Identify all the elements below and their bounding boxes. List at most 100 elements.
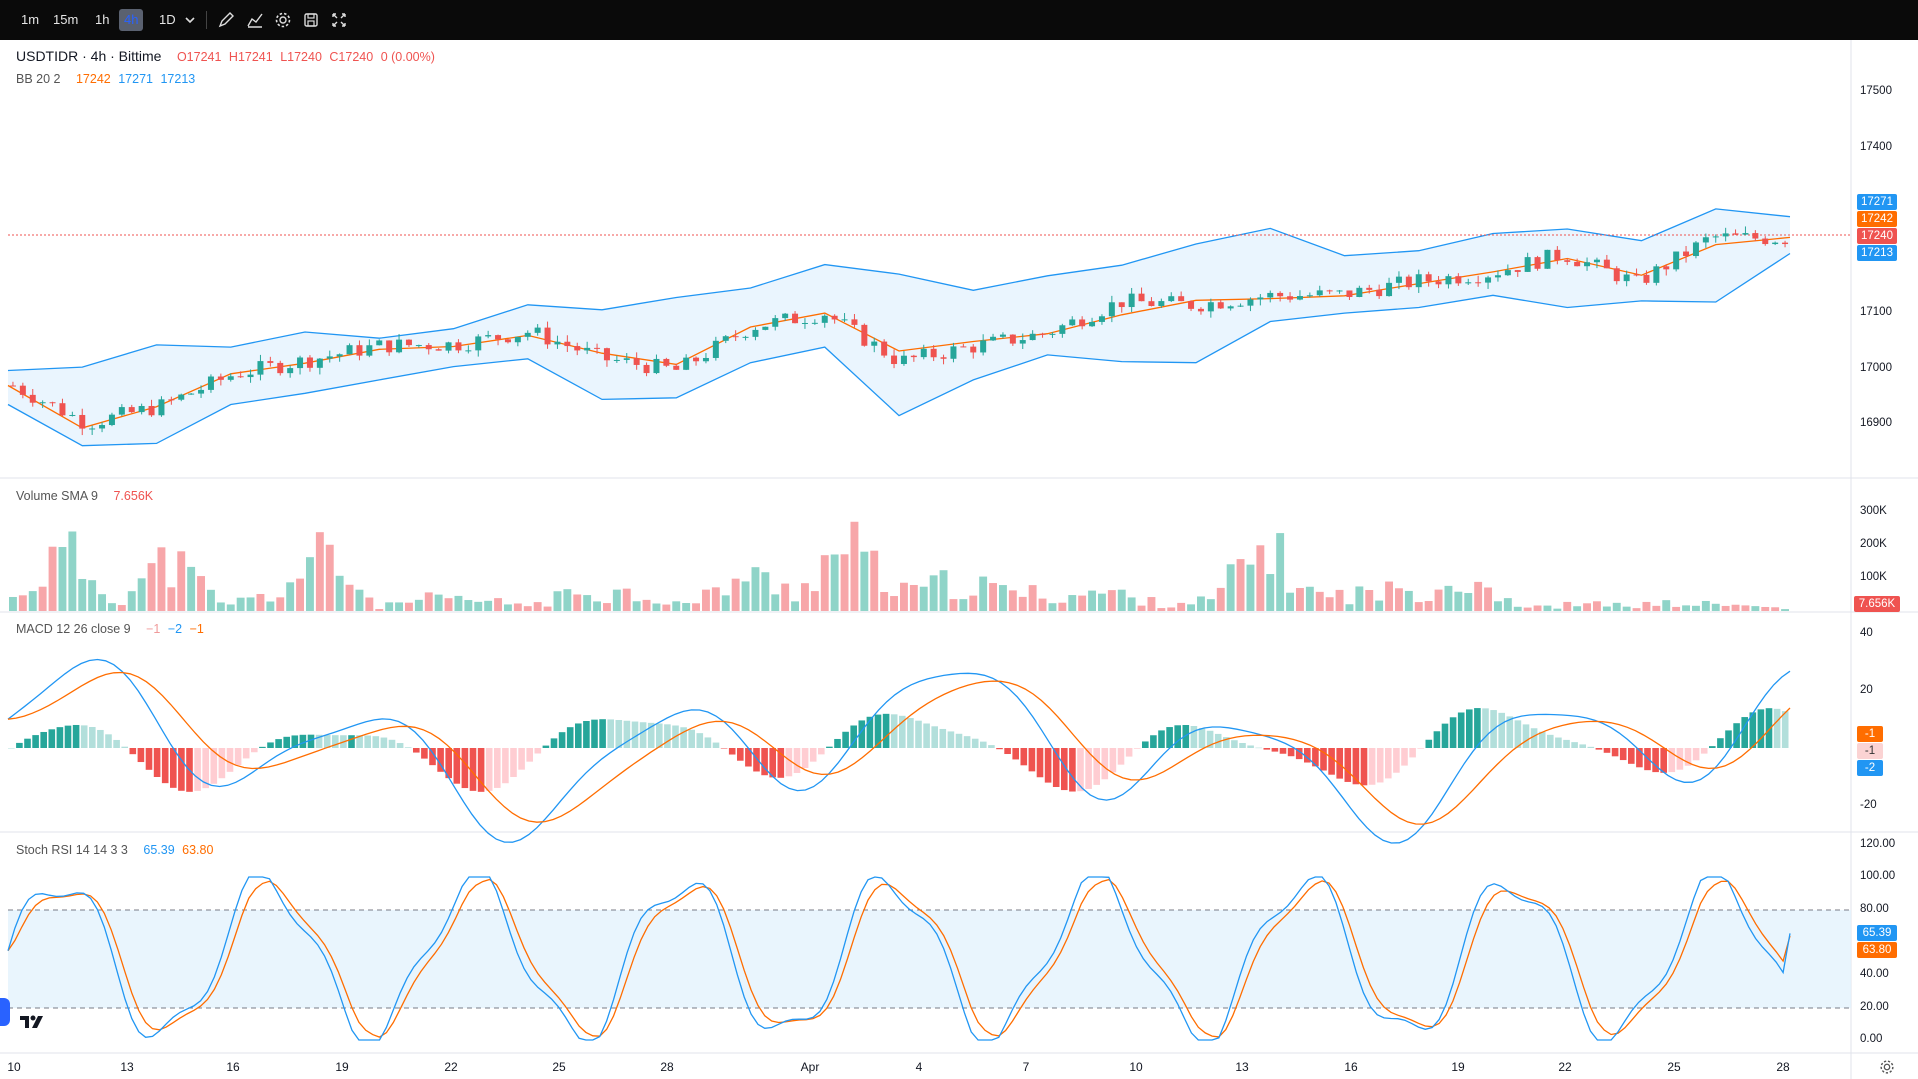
macd-histogram-bar xyxy=(485,748,493,791)
volume-bar xyxy=(157,547,166,611)
timeframe-1h[interactable]: 1h xyxy=(95,12,110,27)
volume-bar xyxy=(1662,600,1671,611)
candle-body xyxy=(950,346,957,359)
indicators-icon[interactable] xyxy=(245,10,265,30)
macd-histogram-bar xyxy=(1142,741,1149,748)
settings-gear-icon[interactable] xyxy=(1878,1058,1896,1076)
macd-histogram-bar xyxy=(1368,748,1376,785)
volume-bar xyxy=(1404,590,1413,611)
macd-histogram-bar xyxy=(1474,708,1481,748)
tradingview-logo-icon[interactable] xyxy=(18,1010,50,1034)
candle-body xyxy=(148,406,155,416)
candle-body xyxy=(1376,289,1383,297)
last-price-badge: 17240 xyxy=(1857,228,1897,244)
settings-icon[interactable] xyxy=(273,10,293,30)
timeframe-4h[interactable]: 4h xyxy=(119,9,144,31)
chevron-down-icon[interactable] xyxy=(180,10,200,30)
volume-label[interactable]: Volume SMA 9 xyxy=(16,489,98,503)
candle-body xyxy=(504,339,511,343)
macd-histogram-bar xyxy=(712,742,720,748)
macd-histogram-bar xyxy=(1781,711,1789,748)
volume-bar xyxy=(939,570,948,611)
volume-bar xyxy=(28,591,37,611)
timeframe-1D[interactable]: 1D xyxy=(159,12,176,27)
macd-histogram-bar xyxy=(753,748,760,772)
timeframe-15m[interactable]: 15m xyxy=(53,12,79,27)
volume-bar xyxy=(919,586,928,611)
macd-line xyxy=(7,658,1791,844)
candle-body xyxy=(752,329,759,337)
bb-label[interactable]: BB 20 2 xyxy=(16,72,61,86)
macd-histogram-bar xyxy=(1247,745,1254,748)
volume-bar xyxy=(1583,603,1591,611)
candle-body xyxy=(346,345,353,355)
stoch-label[interactable]: Stoch RSI 14 14 3 3 xyxy=(16,843,128,857)
candle-body xyxy=(1504,270,1511,276)
candle-body xyxy=(1643,274,1650,283)
macd-histogram-bar xyxy=(1287,748,1295,757)
volume-badge: 7.656K xyxy=(1854,596,1900,612)
macd-histogram-bar xyxy=(332,735,339,748)
volume-bar xyxy=(256,593,265,611)
candle-body xyxy=(1514,270,1521,272)
candle-body xyxy=(1653,266,1660,283)
macd-histogram-bar xyxy=(963,736,971,748)
macd-histogram-bar xyxy=(234,748,242,766)
stoch-k-line xyxy=(7,876,1791,1041)
volume-bar xyxy=(1543,605,1552,611)
macd-histogram-bar xyxy=(1255,747,1262,749)
macd-hist-badge: -1 xyxy=(1857,743,1883,759)
macd-histogram-bar xyxy=(1644,748,1651,771)
symbol-title[interactable]: USDTIDR · 4h · Bittime xyxy=(16,48,162,64)
candle-body xyxy=(623,358,630,360)
x-axis-label: 22 xyxy=(1558,1060,1572,1074)
volume-bar xyxy=(989,583,997,611)
collapse-handle[interactable] xyxy=(0,998,10,1026)
macd-label[interactable]: MACD 12 26 close 9 xyxy=(16,622,131,636)
candle-body xyxy=(1366,287,1373,290)
fullscreen-icon[interactable] xyxy=(329,10,349,30)
macd-histogram-bar xyxy=(1004,748,1011,755)
candle-body xyxy=(1098,316,1105,322)
macd-histogram-bar xyxy=(1182,725,1190,748)
macd-histogram-bar xyxy=(178,748,185,791)
macd-histogram-bar xyxy=(575,723,582,748)
macd-histogram-bar xyxy=(1061,748,1068,791)
macd-histogram-bar xyxy=(1482,708,1489,748)
volume-bar xyxy=(523,606,532,611)
volume-bar xyxy=(306,557,314,611)
chart-area[interactable]: 10 13 16 19 22 25 28 Apr 4 7 10 13 16 19 22 25 28 xyxy=(0,40,1918,1079)
volume-bar xyxy=(137,578,146,611)
candle-body xyxy=(39,402,46,404)
macd-tick: -20 xyxy=(1860,799,1877,811)
timeframe-1m[interactable]: 1m xyxy=(21,12,40,27)
save-icon[interactable] xyxy=(301,10,321,30)
draw-icon[interactable] xyxy=(216,10,236,30)
macd-histogram-bar xyxy=(380,737,388,748)
bollinger-band-fill xyxy=(8,208,1790,446)
macd-histogram-bar xyxy=(1393,748,1400,773)
candle-body xyxy=(475,336,482,351)
candle-body xyxy=(1475,282,1482,284)
volume-bar xyxy=(1642,601,1651,611)
candle-body xyxy=(1485,277,1492,283)
volume-bar xyxy=(761,572,770,611)
candle-body xyxy=(1237,305,1244,307)
volume-bar xyxy=(1315,591,1324,611)
candle-body xyxy=(158,399,165,416)
volume-bar xyxy=(880,592,889,611)
volume-bar xyxy=(1444,585,1453,611)
volume-bar xyxy=(1563,601,1572,611)
volume-bar xyxy=(513,603,522,611)
candle-body xyxy=(940,357,947,359)
macd-histogram-bar xyxy=(566,727,574,748)
candle-body xyxy=(1613,268,1620,282)
volume-bar xyxy=(424,592,433,611)
volume-bar xyxy=(1731,604,1740,611)
candle-body xyxy=(1346,290,1353,297)
macd-histogram-bar xyxy=(1206,730,1214,748)
volume-bar xyxy=(1345,604,1354,611)
volume-bar xyxy=(1701,600,1710,611)
macd-histogram-bar xyxy=(1498,712,1505,748)
volume-bar xyxy=(1088,590,1096,611)
